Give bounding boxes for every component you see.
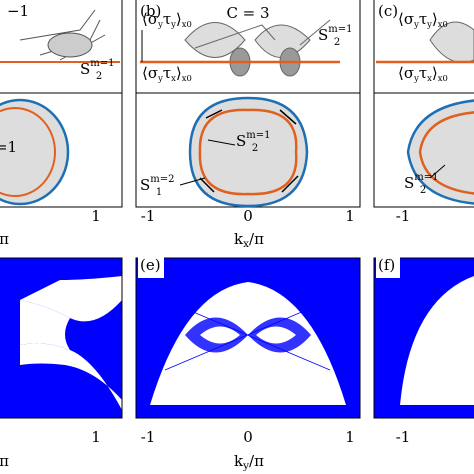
sub: x0: [182, 73, 192, 83]
sub: y: [413, 73, 419, 83]
panel-label: (f): [378, 256, 395, 274]
x-axis-label: ky/π: [234, 452, 264, 472]
part: /π: [249, 452, 264, 470]
x-tick-label: -1: [396, 207, 411, 225]
x-tick-label: -1: [141, 428, 156, 446]
sub: y: [157, 19, 163, 29]
bands-f: [374, 258, 474, 418]
x-tick-label: 0: [243, 428, 253, 446]
sub: 1: [156, 187, 162, 198]
part: τ: [419, 10, 427, 28]
sub: 2: [334, 37, 340, 48]
contour-left: [0, 98, 70, 206]
base: S: [140, 176, 150, 194]
contour-b: [179, 96, 309, 208]
sub: y: [426, 19, 432, 29]
part: τ: [163, 10, 171, 28]
spin-label: ⟨σyτy⟩x0: [142, 10, 192, 29]
sub: x: [427, 73, 432, 83]
sup: m=2: [150, 174, 174, 185]
part: ⟨σ: [398, 10, 414, 28]
part: τ: [419, 64, 427, 82]
sub: x: [243, 238, 249, 250]
sub: 2: [252, 143, 258, 154]
x-tick-label: -1: [396, 428, 411, 446]
chern-number: C = 3: [226, 4, 269, 22]
part: ⟩: [432, 10, 438, 28]
spin-texture-b: [140, 19, 340, 77]
contour-c: [406, 99, 474, 205]
state-label: Sm=1 2: [236, 130, 271, 154]
x-tick-label: 0: [243, 207, 253, 225]
state-label: Sm=2 1: [140, 174, 175, 198]
x-tick-label: 1: [91, 428, 101, 446]
spin-label: ⟨σyτx⟩x0: [142, 64, 192, 83]
part: k: [234, 452, 244, 470]
x-tick-label: 1: [91, 207, 101, 225]
spin-label: ⟨σyτy⟩x0: [398, 10, 448, 29]
base: S: [404, 174, 414, 192]
axis-label-partial: π: [0, 452, 9, 470]
part: ⟨σ: [142, 10, 158, 28]
bands-left: [0, 258, 122, 418]
base: S: [318, 26, 328, 44]
partial-label: =1: [0, 138, 17, 156]
spin-texture-c: [376, 21, 474, 64]
sub: y: [157, 73, 163, 83]
part: /π: [249, 230, 264, 248]
spin-texture-left: [0, 9, 120, 63]
base: S: [80, 60, 90, 78]
part: ⟨σ: [142, 64, 158, 82]
spin-label: ⟨σyτx⟩x0: [398, 64, 448, 83]
bands-e: [136, 258, 360, 418]
sub: 2: [96, 71, 102, 82]
sub: x0: [438, 19, 448, 29]
sup: m=1: [328, 24, 352, 35]
part: τ: [163, 64, 171, 82]
partial-label: −1: [7, 2, 29, 20]
sup: m=1: [414, 172, 438, 183]
sub: x0: [438, 73, 448, 83]
x-tick-label: 1: [345, 207, 355, 225]
bottom-frames: [0, 256, 474, 419]
state-label: Sm=1 2: [318, 24, 353, 48]
x-tick-label: 1: [345, 428, 355, 446]
sup: m=1: [246, 130, 270, 141]
x-axis-label: kx/π: [234, 230, 264, 250]
part: k: [234, 230, 244, 248]
part: ⟨σ: [398, 64, 414, 82]
sub: y: [170, 19, 176, 29]
part: ⟩: [432, 64, 438, 82]
sup: m=1: [90, 58, 114, 69]
sub: y: [413, 19, 419, 29]
sub: x0: [182, 19, 192, 29]
sub: 2: [420, 185, 426, 196]
state-label: Sm=1 2: [80, 58, 115, 82]
state-label: Sm=1 2: [404, 172, 439, 196]
panel-label: (b): [140, 2, 161, 20]
sub: x: [171, 73, 176, 83]
panel-label: (c): [378, 2, 398, 20]
panel-label: (e): [140, 256, 161, 274]
sub: y: [242, 460, 249, 472]
axis-label-partial: π: [0, 230, 9, 248]
x-tick-label: -1: [141, 207, 156, 225]
part: ⟩: [176, 10, 182, 28]
base: S: [236, 132, 246, 150]
part: ⟩: [176, 64, 182, 82]
